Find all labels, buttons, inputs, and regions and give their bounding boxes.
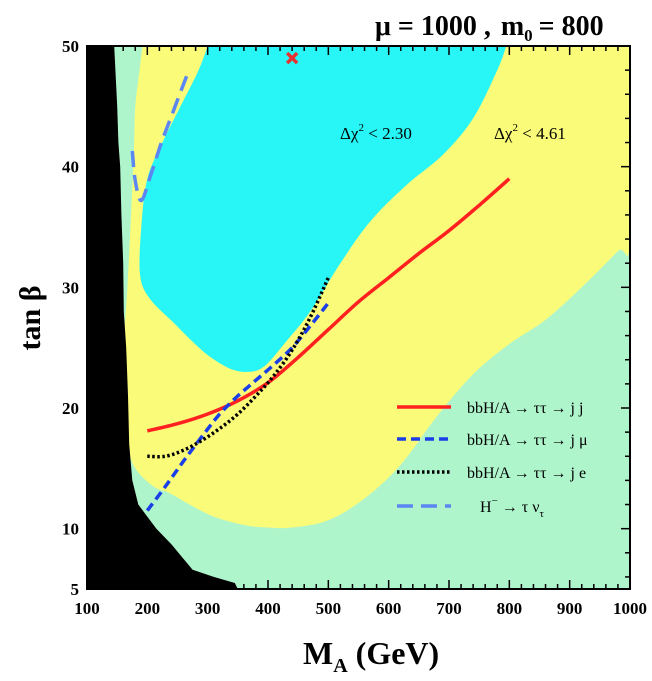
region-excluded: [87, 46, 238, 589]
series-charged-higgs: [130, 75, 189, 203]
best-fit-marker: [285, 51, 299, 65]
x-tick-label: 1000: [613, 599, 647, 618]
y-axis-title: tan β: [14, 286, 47, 351]
legend-hpm-mid: → τ ν: [498, 499, 540, 516]
x-axis-title: MA (GeV): [303, 635, 439, 677]
legend-label-charged-higgs: H− → τ ντ: [480, 495, 544, 520]
x-tick-label: 700: [436, 599, 462, 618]
x-tick-label: 600: [376, 599, 402, 618]
x-tick-label: 200: [135, 599, 161, 618]
legend-hpm-sub: τ: [539, 508, 544, 520]
legend: bbH/A → ττ → j j bbH/A → ττ → j μ bbH/A …: [397, 400, 588, 520]
region-label-2.30: Δχ2 < 2.30: [340, 122, 412, 143]
legend-label-bbh-jmu: bbH/A → ττ → j μ: [467, 432, 588, 449]
legend-hpm-h: H: [480, 499, 492, 516]
x-axis-title-unit: (GeV): [348, 635, 440, 671]
x-tick-label: 300: [195, 599, 221, 618]
region-chi2-2.30: [139, 46, 507, 373]
region-label-4.61-sup: 2: [512, 122, 518, 134]
chart-title: μ = 1000 , m0 = 800: [375, 11, 604, 45]
y-tick-label: 50: [62, 37, 79, 56]
region-label-4.61-base: Δχ: [494, 124, 513, 143]
series-bbh-je: [147, 276, 330, 459]
y-tick-label: 30: [62, 278, 79, 297]
y-tick-label: 5: [71, 580, 80, 599]
region-label-2.30-rest: < 2.30: [364, 124, 412, 143]
title-mu: μ = 1000 ,: [375, 11, 491, 42]
x-tick-labels: 100 200 300 400 500 600 700 800 900 1000: [74, 599, 647, 618]
y-tick-label: 20: [62, 399, 79, 418]
best-fit-marker-stroke: [285, 51, 299, 65]
x-axis-title-m: M: [303, 635, 333, 671]
title-m0-sub: 0: [524, 26, 533, 45]
region-label-2.30-base: Δχ: [340, 124, 359, 143]
y-tick-labels: 5 10 20 30 40 50: [62, 37, 79, 599]
region-label-4.61: Δχ2 < 4.61: [494, 122, 566, 143]
x-tick-label: 900: [557, 599, 583, 618]
region-label-4.61-rest: < 4.61: [518, 124, 566, 143]
legend-label-bbh-je: bbH/A → ττ → j e: [467, 465, 586, 482]
axis-ticks: [86, 45, 631, 589]
x-tick-label: 800: [497, 599, 523, 618]
x-axis-title-sub: A: [333, 655, 348, 677]
series-bbh-jj: [146, 177, 511, 433]
title-m0: m: [501, 11, 524, 42]
x-tick-label: 400: [255, 599, 281, 618]
y-tick-label: 40: [62, 158, 79, 177]
region-label-2.30-sup: 2: [358, 122, 364, 134]
x-tick-label: 100: [74, 599, 100, 618]
plot-frame: [86, 45, 631, 590]
title-m0-value: = 800: [539, 11, 604, 42]
y-tick-label: 10: [62, 520, 79, 539]
legend-hpm-sup: −: [492, 495, 498, 507]
legend-label-bbh-jj: bbH/A → ττ → j j: [467, 400, 583, 417]
x-tick-label: 500: [316, 599, 342, 618]
